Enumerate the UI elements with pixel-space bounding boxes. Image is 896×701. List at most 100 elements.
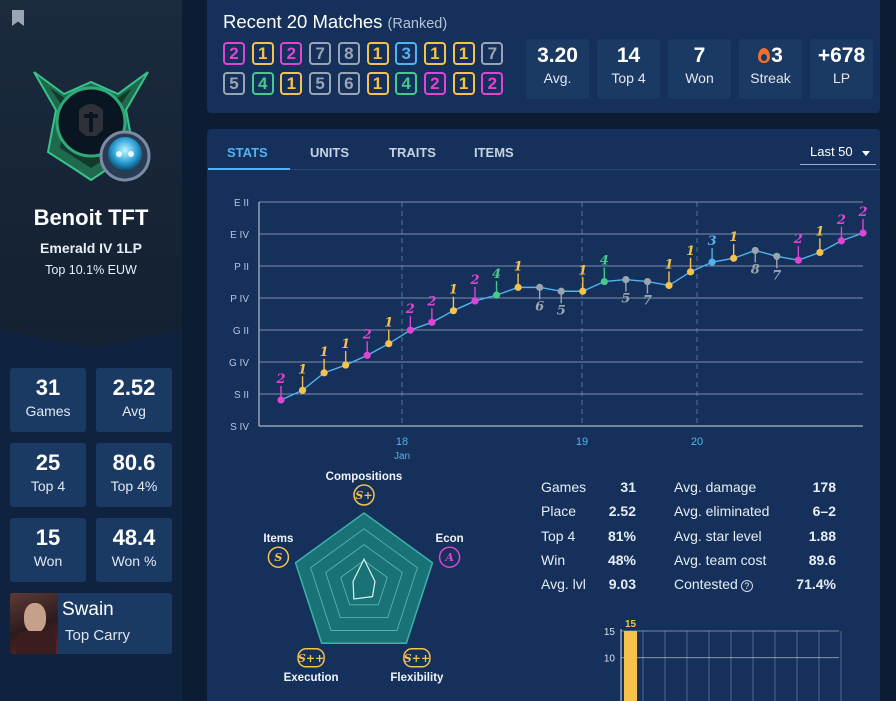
stat-label: Games — [25, 403, 71, 419]
rank-point[interactable] — [708, 258, 716, 266]
bar[interactable] — [624, 631, 637, 701]
placement-label: 7 — [643, 294, 652, 309]
placement-badge[interactable]: 4 — [395, 72, 418, 95]
placement-badge[interactable]: 2 — [223, 42, 245, 65]
radar-axis-label: Econ — [436, 533, 464, 545]
placement-label: 6 — [535, 299, 544, 314]
placement-badge[interactable]: 5 — [223, 72, 245, 95]
placement-badge[interactable]: 1 — [423, 42, 446, 65]
placement-badge[interactable]: 7 — [481, 42, 504, 65]
tab-traits[interactable]: TRAITS — [389, 145, 436, 160]
rank-point[interactable] — [320, 369, 328, 377]
detail-value: 89.6 — [808, 551, 836, 568]
placement-badge[interactable]: 1 — [251, 42, 274, 65]
tab-items[interactable]: ITEMS — [474, 145, 514, 160]
rank-point[interactable] — [837, 237, 846, 245]
placement-label: 1 — [729, 230, 738, 245]
grade-badge — [403, 648, 431, 668]
placement-badge[interactable]: 4 — [251, 72, 274, 95]
top-carry-card[interactable]: Swain Top Carry — [10, 593, 172, 654]
recent-matches-title: Recent 20 Matches (Ranked) — [223, 11, 447, 33]
help-icon[interactable]: ? — [740, 580, 753, 593]
placement-label: 1 — [298, 362, 307, 377]
rank-point[interactable] — [751, 246, 759, 255]
rank-point[interactable] — [730, 254, 738, 262]
detail-label: Avg. damage — [674, 479, 757, 495]
rank-point[interactable] — [514, 283, 522, 291]
rank-point[interactable] — [363, 351, 371, 359]
grade-text: S++ — [298, 652, 324, 665]
placement-badge[interactable]: 1 — [366, 42, 389, 65]
rank-point[interactable] — [600, 277, 608, 286]
detail-label: Games — [541, 479, 587, 495]
x-tick-sublabel: Jan — [394, 451, 410, 462]
tab-stats[interactable]: STATS — [227, 145, 268, 160]
rank-point[interactable] — [385, 340, 393, 348]
rank-point[interactable] — [622, 276, 630, 284]
rank-point[interactable] — [557, 287, 565, 295]
rank-point[interactable] — [859, 229, 867, 237]
summary-lp: +678 LP — [810, 39, 873, 99]
top-carry-label: Top Carry — [65, 627, 131, 644]
stat-won-percent: 48.4 Won % — [96, 518, 172, 582]
rank-point[interactable] — [643, 277, 652, 286]
rank-point[interactable] — [816, 248, 824, 257]
bookmark-icon[interactable] — [12, 10, 24, 26]
tab-units[interactable]: UNITS — [310, 145, 349, 160]
title-subtext: (Ranked) — [387, 16, 448, 32]
radar-axis-label: Compositions — [326, 471, 403, 483]
grade-text: S++ — [404, 652, 430, 665]
rank-point[interactable] — [428, 318, 436, 326]
placement-bar-chart: 15 10 15 — [604, 619, 842, 701]
top-carry-name: Swain — [62, 599, 114, 620]
champion-portrait — [10, 593, 58, 654]
placement-label: 1 — [341, 337, 350, 352]
rank-point[interactable] — [794, 256, 802, 264]
period-select[interactable]: Last 50 — [800, 141, 876, 165]
rank-point[interactable] — [773, 252, 781, 260]
placement-badge[interactable]: 2 — [423, 72, 446, 95]
placement-badge[interactable]: 7 — [309, 42, 332, 65]
rank-percentile: Top 10.1% EUW — [45, 263, 137, 277]
rank-point[interactable] — [665, 281, 673, 290]
placement-badge[interactable]: 2 — [481, 72, 504, 95]
placement-label: 2 — [405, 302, 415, 317]
y-tick-label: E IV — [230, 230, 249, 241]
rank-point[interactable] — [536, 283, 544, 291]
summary-label: Top 4 — [611, 70, 646, 86]
rank-point[interactable] — [492, 291, 501, 299]
placement-badge[interactable]: 1 — [452, 72, 475, 95]
placement-badge[interactable]: 2 — [280, 42, 303, 65]
placement-badge[interactable]: 5 — [309, 72, 332, 95]
detail-value: 6–2 — [812, 503, 836, 520]
rank-point[interactable] — [471, 297, 479, 305]
detail-label: Avg. team cost — [674, 551, 767, 568]
radar-ring — [325, 544, 403, 619]
rank-label: Emerald IV 1LP — [40, 240, 142, 256]
stat-value: 2.52 — [112, 375, 156, 400]
grade-badge — [353, 484, 375, 506]
x-tick-label: 19 — [576, 436, 588, 448]
placement-badge[interactable]: 1 — [452, 42, 475, 65]
stat-label: Won % — [111, 553, 157, 569]
placement-badge[interactable]: 6 — [337, 72, 360, 95]
placement-badge[interactable]: 8 — [337, 42, 360, 65]
placement-badge[interactable]: 1 — [366, 72, 389, 95]
placement-label: 2 — [793, 232, 803, 247]
grade-badge — [297, 648, 325, 668]
rank-point[interactable] — [342, 361, 350, 369]
rank-point[interactable] — [449, 307, 458, 315]
rank-point[interactable] — [686, 268, 695, 276]
placement-badge[interactable]: 1 — [280, 72, 303, 95]
rank-point[interactable] — [298, 386, 307, 394]
detail-value: 31 — [620, 479, 636, 495]
rank-point[interactable] — [406, 326, 414, 334]
placement-badge[interactable]: 3 — [395, 42, 418, 65]
summoner-name: Benoit TFT — [33, 205, 149, 230]
stat-top4-percent: 80.6 Top 4% — [96, 443, 172, 507]
rank-point[interactable] — [277, 396, 285, 404]
grade-text: A — [444, 551, 454, 564]
rank-point[interactable] — [579, 287, 587, 295]
